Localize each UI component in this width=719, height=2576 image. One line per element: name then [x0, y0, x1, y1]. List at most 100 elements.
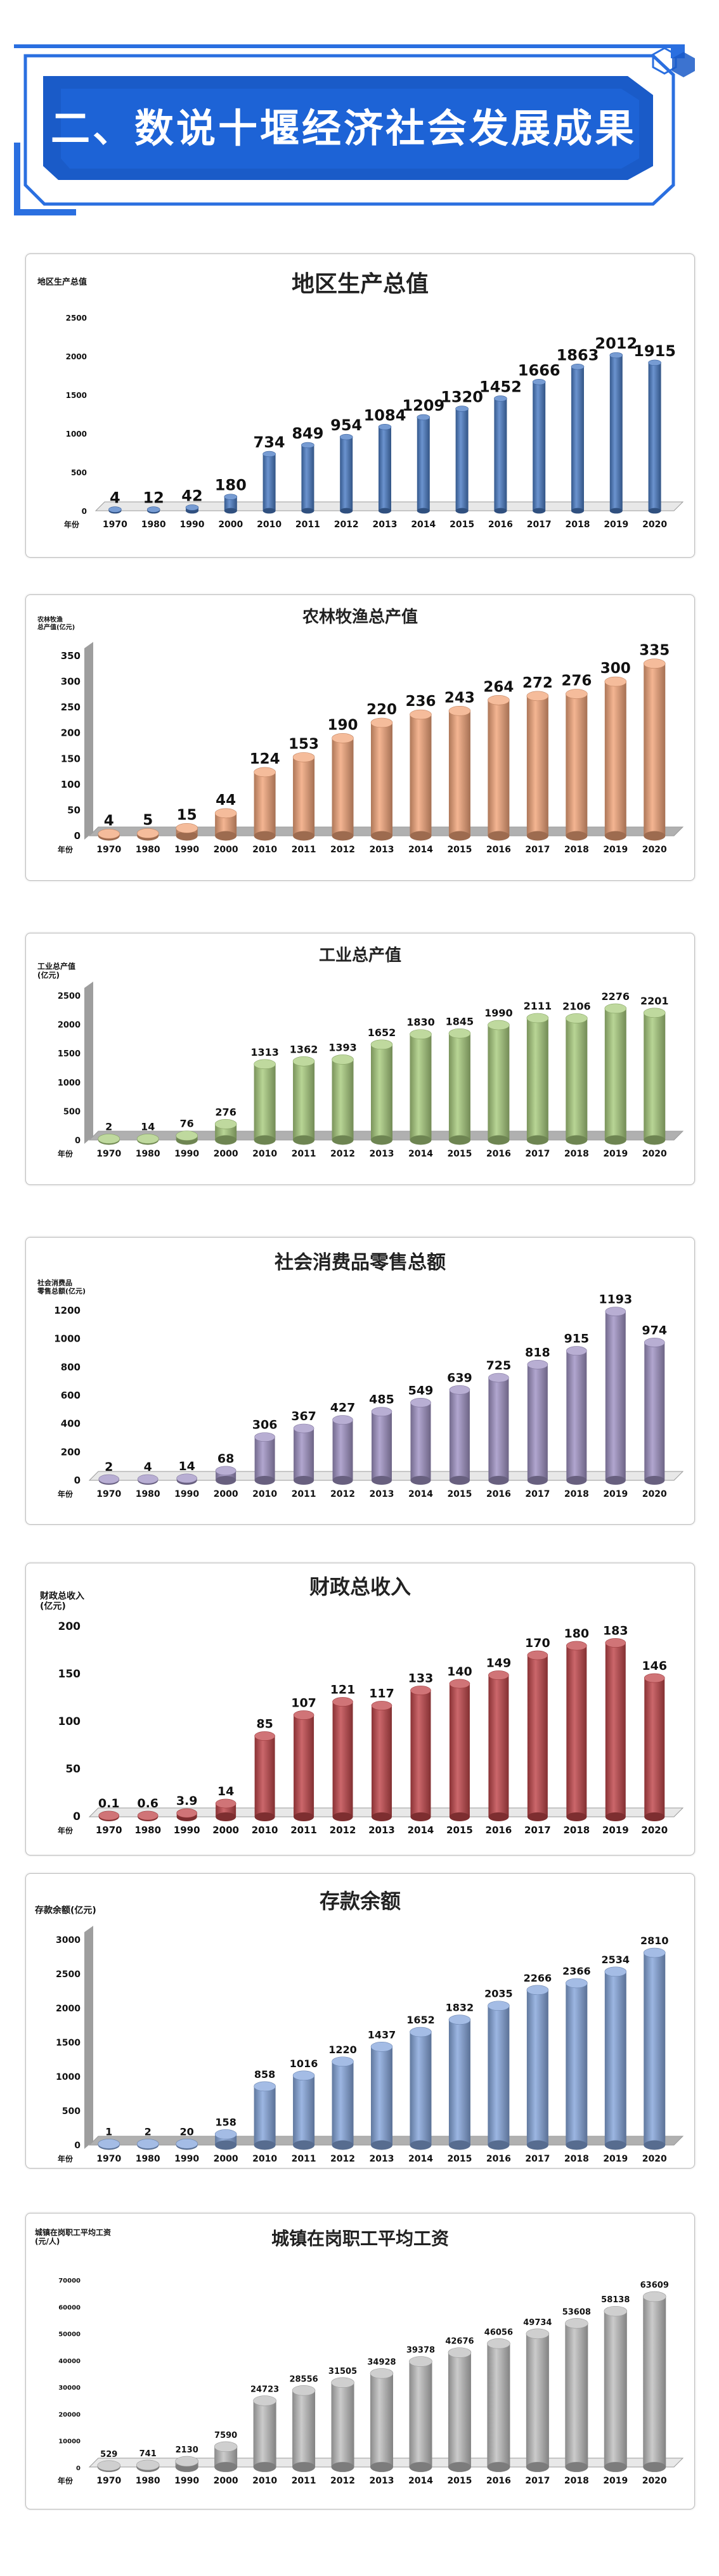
data-label: 76 — [180, 1118, 194, 1130]
data-label: 306 — [252, 1418, 278, 1432]
bar — [292, 752, 315, 841]
x-tick-label: 2011 — [292, 1489, 316, 1499]
x-tick-label: 1990 — [174, 845, 199, 855]
bar — [98, 1474, 120, 1485]
frame-accent-bottom — [14, 143, 76, 215]
data-label: 639 — [447, 1371, 472, 1385]
bar — [331, 2377, 354, 2472]
chart-title: 城镇在岗职工平均工资 — [271, 2228, 449, 2249]
y-tick-label: 300 — [61, 676, 81, 688]
data-label: 2 — [145, 2126, 152, 2138]
data-label: 149 — [486, 1656, 512, 1670]
x-tick-label: 2016 — [486, 1824, 512, 1836]
bar — [605, 1638, 626, 1822]
data-label: 85 — [256, 1717, 273, 1731]
chart-card-deposits: 存款余额 存款余额(亿元) 0 500 1000 1500 2000 2500 3000 年份… — [25, 1873, 695, 2169]
data-label: 549 — [408, 1383, 434, 1397]
data-label: 34928 — [367, 2357, 396, 2367]
x-tick-label: 2018 — [564, 2154, 589, 2164]
data-label: 1016 — [290, 2058, 318, 2070]
x-tick-label: 2014 — [408, 1149, 433, 1159]
x-tick-label: 2000 — [214, 2154, 238, 2164]
data-label: 1437 — [368, 2028, 396, 2041]
bar — [487, 2338, 510, 2472]
data-label: 1084 — [364, 406, 406, 424]
bar — [527, 1359, 548, 1485]
data-label: 300 — [600, 660, 631, 677]
x-tick-label: 2015 — [447, 845, 472, 855]
y-tick-label: 1500 — [66, 391, 87, 400]
bar — [448, 1028, 471, 1145]
x-tick-label: 2014 — [408, 2476, 433, 2486]
y-tick-label: 1000 — [58, 1079, 81, 1088]
bar — [410, 2027, 432, 2150]
data-label: 2276 — [602, 990, 630, 1003]
data-label: 39378 — [406, 2346, 435, 2355]
y-tick-label: 1000 — [56, 2072, 81, 2082]
y-axis-label: 存款余额(亿元) — [35, 1906, 96, 1916]
data-label: 243 — [444, 689, 475, 706]
bar — [526, 1985, 549, 2150]
bar — [409, 2356, 432, 2472]
x-tick-label: 2016 — [486, 1489, 511, 1499]
data-label: 140 — [447, 1665, 472, 1679]
y-tick-label: 150 — [58, 1668, 81, 1681]
data-label: 741 — [139, 2449, 157, 2459]
data-label: 1209 — [402, 397, 444, 414]
data-label: 734 — [254, 433, 285, 451]
x-tick-label: 1990 — [174, 1824, 200, 1836]
data-label: 5 — [143, 812, 153, 828]
data-label: 335 — [639, 643, 670, 659]
data-label: 133 — [408, 1671, 434, 1685]
bar — [136, 828, 159, 841]
bar — [292, 2070, 315, 2150]
x-tick-label: 2000 — [218, 520, 243, 530]
bar — [566, 1346, 587, 1485]
bar — [488, 2001, 510, 2150]
data-label: 2 — [105, 1460, 113, 1474]
x-tick-label: 2000 — [214, 845, 238, 855]
bar — [604, 676, 627, 841]
x-tick-label: 1990 — [174, 1489, 199, 1499]
data-label: 63609 — [640, 2281, 669, 2290]
data-label: 12 — [143, 489, 164, 507]
bar — [449, 1679, 470, 1822]
x-tick-label: 1970 — [96, 2476, 121, 2486]
bar — [254, 2081, 276, 2150]
y-tick-label: 2500 — [56, 1970, 81, 1980]
bar — [371, 1701, 392, 1822]
data-label: 146 — [642, 1659, 667, 1673]
x-tick-label: 1980 — [136, 1149, 160, 1159]
chart-title: 工业总产值 — [318, 946, 401, 965]
x-tick-label: 2011 — [292, 1149, 316, 1159]
chart-card-agriculture: 农林牧渔总产值 农林牧渔 总产值(亿元) 0 50 100 150 200 250 300 3… — [25, 594, 695, 881]
y-tick-label: 0 — [82, 507, 87, 516]
x-tick-label: 2017 — [524, 1824, 551, 1836]
chart-title: 农林牧渔总产值 — [302, 608, 418, 627]
y-tick-label: 500 — [71, 468, 87, 477]
x-tick-label: 2017 — [525, 1489, 550, 1499]
bar — [214, 808, 237, 841]
data-label: 7590 — [214, 2431, 237, 2440]
bar — [449, 1385, 470, 1485]
bar — [292, 2385, 316, 2472]
bar — [410, 1398, 431, 1485]
data-label: 4 — [144, 1460, 152, 1474]
data-label: 117 — [369, 1686, 394, 1700]
bar — [332, 1697, 353, 1822]
data-label: 1832 — [446, 2002, 474, 2014]
x-tick-label: 1970 — [96, 1149, 121, 1159]
y-tick-label: 50 — [65, 1763, 81, 1776]
y-tick-label: 0 — [75, 1136, 81, 1146]
y-tick-label: 60000 — [58, 2304, 81, 2311]
y-tick-label: 100 — [61, 779, 81, 790]
bar — [254, 1432, 275, 1485]
y-axis-label: 财政总收入 (亿元) — [40, 1591, 84, 1612]
data-label: 58138 — [601, 2295, 630, 2305]
y-tick-label: 2500 — [66, 314, 87, 323]
x-tick-label: 1970 — [96, 845, 121, 855]
bar — [253, 2395, 276, 2472]
bar — [292, 1056, 315, 1145]
bar — [648, 359, 661, 514]
x-tick-label: 2016 — [486, 2476, 511, 2486]
